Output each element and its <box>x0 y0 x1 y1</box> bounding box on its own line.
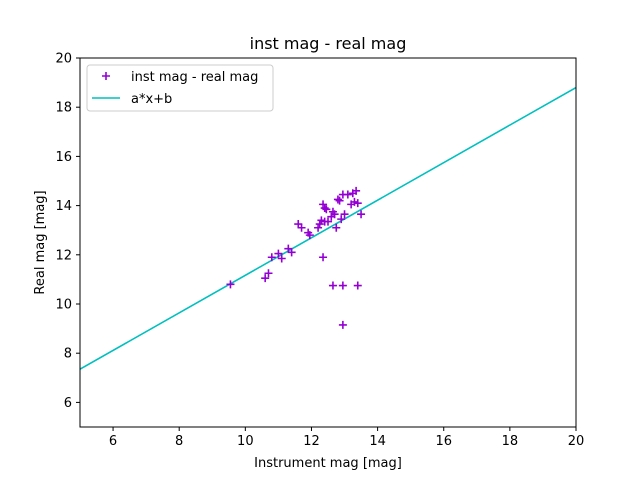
x-tick-label: 12 <box>303 434 320 449</box>
ticks: 6 8 10 12 14 16 18 20 6 8 10 12 14 16 18 20 <box>55 52 584 450</box>
data-point <box>319 200 328 209</box>
data-point <box>353 281 362 290</box>
data-point <box>333 195 342 204</box>
x-tick-label: 6 <box>109 434 117 449</box>
y-tick-label: 12 <box>55 248 72 263</box>
x-tick-label: 18 <box>502 434 519 449</box>
x-axis-label: Instrument mag [mag] <box>254 456 402 471</box>
data-point <box>322 205 331 214</box>
legend-label-line: a*x+b <box>131 92 172 107</box>
data-point <box>226 280 235 289</box>
data-point <box>267 253 276 262</box>
data-point <box>328 281 337 290</box>
data-point <box>337 215 346 224</box>
data-point <box>353 199 362 208</box>
data-point <box>330 210 339 219</box>
x-tick-label: 16 <box>435 434 452 449</box>
axes-frame <box>79 57 577 428</box>
data-point <box>261 274 270 283</box>
x-tick-label: 8 <box>175 434 183 449</box>
data-point <box>264 269 273 278</box>
data-point <box>340 210 349 219</box>
y-tick-label: 10 <box>55 298 72 313</box>
x-tick-label: 20 <box>568 434 585 449</box>
data-point <box>343 190 352 199</box>
data-point <box>297 223 306 232</box>
data-point <box>320 204 329 213</box>
legend-marker-scatter <box>102 72 110 80</box>
data-point <box>319 253 328 262</box>
data-point <box>338 281 347 290</box>
fit-line <box>80 86 576 370</box>
y-axis-label: Real mag [mag] <box>33 190 48 294</box>
y-tick-label: 20 <box>55 52 72 67</box>
data-point <box>314 223 323 232</box>
data-point <box>324 217 332 226</box>
data-point <box>352 186 361 195</box>
data-point <box>335 196 344 205</box>
y-tick-label: 16 <box>55 150 72 165</box>
y-tick-label: 6 <box>64 396 72 411</box>
data-point <box>332 223 341 232</box>
chart-title: inst mag - real mag <box>250 34 407 53</box>
data-point <box>274 249 283 258</box>
data-point <box>305 231 314 240</box>
x-tick-label: 10 <box>237 434 254 449</box>
data-point <box>338 320 347 329</box>
data-point <box>277 254 286 263</box>
data-point <box>315 220 324 229</box>
data-point <box>357 210 366 219</box>
y-tick-label: 18 <box>55 101 72 116</box>
legend-box <box>86 64 274 112</box>
y-tick-label: 8 <box>64 347 72 362</box>
legend-label-scatter: inst mag - real mag <box>131 70 258 85</box>
y-tick-label: 14 <box>55 199 72 214</box>
x-tick-label: 14 <box>369 434 386 449</box>
legend: inst mag - real mag a*x+b <box>86 64 274 112</box>
data-point <box>287 248 296 257</box>
